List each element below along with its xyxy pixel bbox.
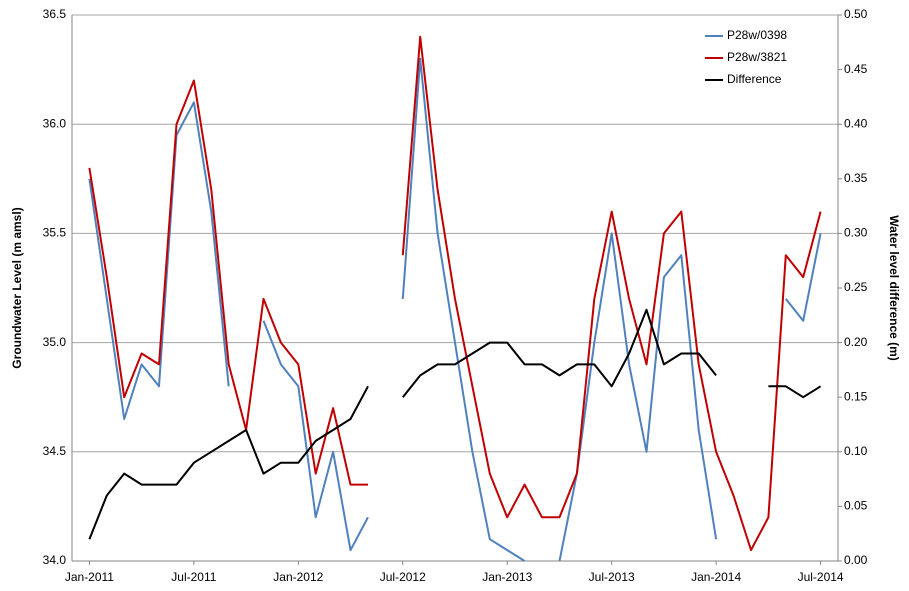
y-tick-label: 35.5 (43, 226, 67, 240)
x-tick-label: Jan-2013 (482, 570, 532, 584)
series-line (88, 57, 822, 562)
x-tick-label: Jul-2012 (380, 570, 426, 584)
y2-tick-label: 0.25 (844, 280, 868, 294)
y-tick-label: 35.0 (43, 335, 67, 349)
legend-label: P28w/3821 (727, 50, 787, 64)
y2-tick-label: 0.45 (844, 62, 868, 76)
y-tick-label: 34.0 (43, 553, 67, 567)
x-tick-label: Jul-2011 (171, 570, 216, 584)
y2-tick-label: 0.35 (844, 171, 868, 185)
y2-tick-label: 0.00 (844, 553, 868, 567)
y2-axis-title: Water level difference (m) (887, 215, 901, 361)
legend-label: Difference (727, 72, 782, 86)
y2-tick-label: 0.50 (844, 7, 868, 21)
y2-tick-label: 0.05 (844, 499, 868, 513)
x-tick-label: Jan-2014 (691, 570, 741, 584)
y-tick-label: 36.0 (43, 116, 67, 130)
y2-tick-label: 0.40 (844, 116, 868, 130)
x-tick-label: Jan-2011 (65, 570, 114, 584)
x-tick-label: Jul-2014 (798, 570, 844, 584)
y2-tick-label: 0.15 (844, 389, 868, 403)
y2-tick-label: 0.20 (844, 335, 868, 349)
y2-tick-label: 0.30 (844, 226, 868, 240)
y-tick-label: 34.5 (43, 444, 67, 458)
x-tick-label: Jan-2012 (273, 570, 323, 584)
x-tick-label: Jul-2013 (589, 570, 635, 584)
y-tick-label: 36.5 (43, 7, 67, 21)
y-axis-title: Groundwater Level (m amsl) (10, 207, 24, 368)
series-line (88, 308, 822, 540)
legend-label: P28w/0398 (727, 28, 787, 42)
y2-tick-label: 0.10 (844, 444, 868, 458)
series-line (88, 35, 822, 552)
